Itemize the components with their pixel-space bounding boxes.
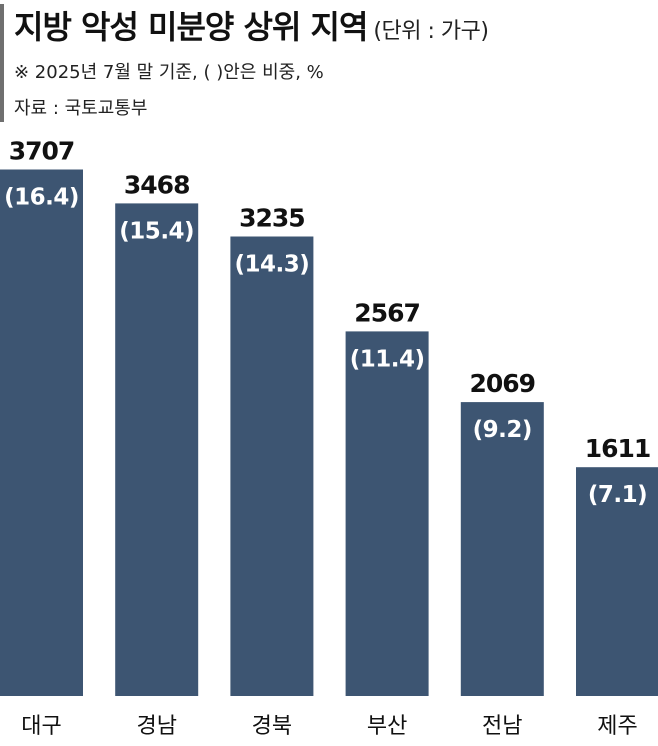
chart-source: 자료 : 국토교통부	[14, 98, 148, 119]
header-accent-rule	[0, 4, 4, 122]
category-label: 경북	[252, 714, 292, 739]
bar	[115, 203, 199, 696]
chart-header: 지방 악성 미분양 상위 지역 (단위 : 가구) ※ 2025년 7월 말 기준…	[0, 0, 658, 126]
bar-value-label: 2069	[470, 369, 536, 398]
category-label: 경남	[136, 714, 176, 739]
bar	[0, 169, 83, 696]
bar	[345, 331, 429, 696]
bar	[460, 402, 544, 696]
bar	[576, 467, 658, 696]
bar-value-label: 3707	[9, 137, 75, 166]
bar	[230, 236, 314, 696]
bar-value-label: 2567	[354, 298, 420, 327]
bar-value-label: 1611	[585, 434, 651, 463]
bar-share-label: (14.3)	[235, 252, 310, 278]
category-label: 제주	[597, 714, 637, 739]
category-label: 대구	[21, 714, 61, 739]
bar-share-label: (9.2)	[473, 417, 532, 443]
chart-title-text: 지방 악성 미분양 상위 지역	[14, 8, 368, 46]
chart-unit: (단위 : 가구)	[373, 19, 489, 44]
bar-share-label: (16.4)	[4, 185, 79, 211]
bar-value-label: 3468	[124, 170, 190, 199]
category-label: 전남	[482, 714, 522, 739]
chart-note: ※ 2025년 7월 말 기준, ( )안은 비중, %	[14, 62, 324, 83]
bar-value-label: 3235	[239, 204, 305, 233]
chart-title: 지방 악성 미분양 상위 지역 (단위 : 가구)	[14, 2, 489, 48]
bar-share-label: (11.4)	[350, 346, 425, 372]
bar-share-label: (15.4)	[119, 218, 194, 244]
category-label: 부산	[367, 714, 407, 739]
bar-share-label: (7.1)	[588, 482, 647, 508]
